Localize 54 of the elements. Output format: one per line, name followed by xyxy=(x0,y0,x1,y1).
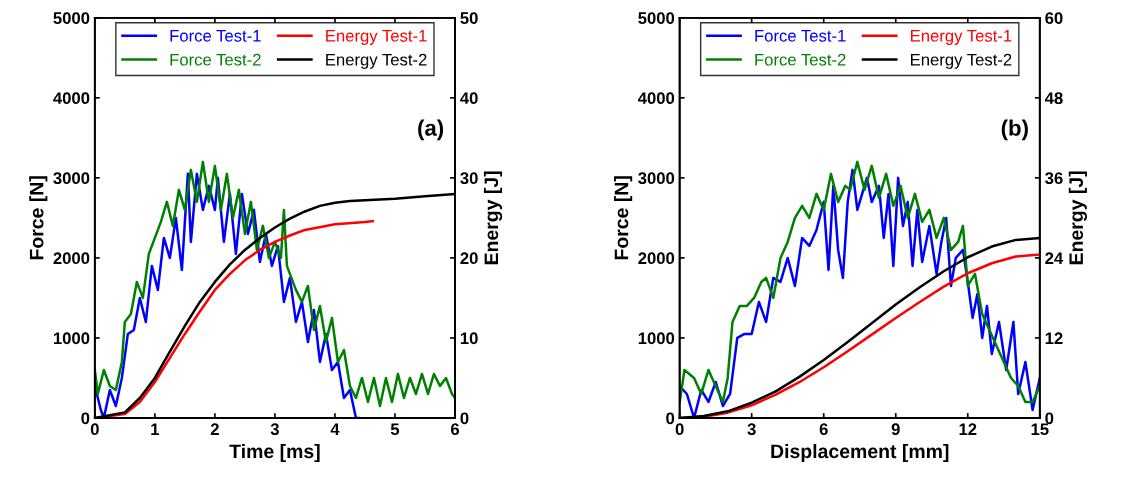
y2-tick-label: 40 xyxy=(460,92,478,105)
x-tick-label: 5 xyxy=(390,423,400,436)
y-tick-label: 3000 xyxy=(638,172,675,185)
x-tick-label: 3 xyxy=(747,423,756,436)
y-tick-label: 5000 xyxy=(53,12,90,24)
x-tick-label: 1 xyxy=(151,423,160,435)
y-tick-label: 0 xyxy=(666,412,675,425)
legend-label: Energy Test-1 xyxy=(911,30,1012,45)
y2-axis-title: Energy [J] xyxy=(483,171,503,265)
legend-label: Force Test-1 xyxy=(755,30,846,42)
y-axis-title: Force [N] xyxy=(614,176,633,260)
x-axis-title: Displacement [mm] xyxy=(771,443,949,463)
y2-tick-label: 24 xyxy=(1045,252,1064,264)
y-axis-title: Force [N] xyxy=(29,176,48,260)
x-tick-label: 2 xyxy=(210,423,219,435)
x-tick-label: 9 xyxy=(891,423,900,436)
y2-tick-label: 20 xyxy=(460,252,478,265)
x-tick-label: 0 xyxy=(675,423,684,436)
x-tick-label: 12 xyxy=(959,423,977,435)
legend-label: Force Test-2 xyxy=(170,53,261,66)
y2-tick-label: 36 xyxy=(1045,172,1063,185)
legend-label: Energy Test-2 xyxy=(911,53,1012,69)
y-tick-label: 3000 xyxy=(53,172,90,185)
y-tick-label: 4000 xyxy=(53,92,90,105)
legend-label: Force Test-1 xyxy=(170,30,261,42)
x-tick-label: 6 xyxy=(819,423,828,436)
y-tick-label: 4000 xyxy=(637,92,675,105)
y-tick-label: 2000 xyxy=(638,252,675,265)
y2-tick-label: 30 xyxy=(460,172,478,185)
y2-tick-label: 12 xyxy=(1045,332,1063,344)
legend-label: Force Test-2 xyxy=(755,53,846,66)
y2-tick-label: 60 xyxy=(1045,12,1063,24)
y2-tick-label: 50 xyxy=(460,12,478,24)
y-tick-label: 2000 xyxy=(53,252,90,265)
y-tick-label: 5000 xyxy=(638,12,675,24)
y-tick-label: 1000 xyxy=(53,332,90,345)
x-tick-label: 6 xyxy=(450,423,460,436)
line-series xyxy=(94,160,455,408)
annotation: (b) xyxy=(1001,119,1028,141)
y2-tick-label: 48 xyxy=(1044,92,1063,105)
y-tick-label: 0 xyxy=(81,412,90,425)
x-tick-label: 4 xyxy=(330,423,340,435)
x-axis-title: Time [ms] xyxy=(229,443,320,463)
x-tick-label: 15 xyxy=(1031,423,1049,436)
annotation: (a) xyxy=(418,119,444,141)
x-tick-label: 0 xyxy=(90,423,99,436)
y2-tick-label: 0 xyxy=(460,412,469,425)
legend-label: Energy Test-1 xyxy=(326,30,427,45)
y2-tick-label: 0 xyxy=(1045,412,1054,425)
legend-label: Energy Test-2 xyxy=(326,53,427,69)
y2-tick-label: 10 xyxy=(460,332,478,345)
x-tick-label: 3 xyxy=(270,423,279,436)
y-tick-label: 1000 xyxy=(638,332,675,345)
y2-axis-title: Energy [J] xyxy=(1068,171,1087,265)
